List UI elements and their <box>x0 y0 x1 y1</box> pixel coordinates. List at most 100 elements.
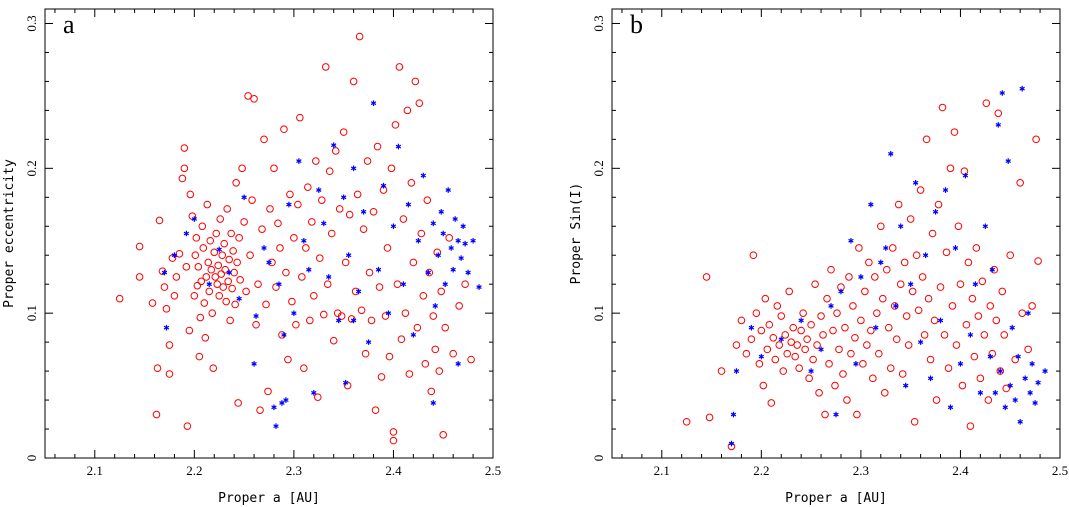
data-point-circle <box>761 294 770 303</box>
y-axis-title: Proper eccentricity <box>2 159 17 308</box>
data-point-circle <box>990 265 999 274</box>
data-point-circle <box>284 355 292 364</box>
data-point-circle <box>385 352 394 361</box>
data-point-circle <box>233 258 241 267</box>
data-point-circle <box>859 360 867 368</box>
x-tick-label: 2.2 <box>753 463 769 478</box>
data-point-circle <box>853 410 861 419</box>
panel-label: b <box>630 10 643 39</box>
series-circle <box>682 99 1042 451</box>
data-point-circle <box>849 302 857 310</box>
data-point-asterisk <box>316 187 322 193</box>
data-point-circle <box>214 261 223 270</box>
data-point-circle <box>1034 257 1042 265</box>
data-point-circle <box>880 389 889 397</box>
data-point-asterisk <box>1012 397 1018 403</box>
data-point-asterisk <box>1042 368 1048 374</box>
data-point-circle <box>841 323 849 332</box>
data-point-circle <box>411 77 420 86</box>
data-point-circle <box>425 268 434 277</box>
data-point-circle <box>924 294 933 303</box>
data-point-circle <box>165 370 174 378</box>
data-point-circle <box>1000 331 1009 339</box>
data-point-asterisk <box>291 310 297 316</box>
data-point-circle <box>148 299 157 307</box>
data-point-circle <box>737 316 746 325</box>
data-point-asterisk <box>947 404 954 411</box>
data-point-asterisk <box>833 411 839 418</box>
data-point-circle <box>327 229 336 238</box>
data-point-circle <box>906 215 915 223</box>
data-point-circle <box>153 364 162 373</box>
data-point-circle <box>381 312 390 320</box>
data-point-circle <box>998 287 1007 296</box>
data-point-asterisk <box>989 266 996 273</box>
y-tick-label: 0.1 <box>591 305 606 321</box>
data-point-circle <box>705 413 714 422</box>
data-point-circle <box>815 389 823 397</box>
data-point-circle <box>871 273 879 281</box>
data-point-circle <box>183 422 192 430</box>
data-point-asterisk <box>997 368 1003 374</box>
data-point-circle <box>956 280 965 288</box>
data-point-asterisk <box>226 269 232 276</box>
data-point-circle <box>188 212 197 220</box>
data-point-circle <box>213 280 222 288</box>
data-point-circle <box>206 236 215 245</box>
data-point-circle <box>115 294 124 303</box>
data-point-circle <box>357 306 366 315</box>
data-point-circle <box>373 142 382 151</box>
data-point-circle <box>278 331 286 339</box>
data-point-asterisk <box>191 216 198 222</box>
data-point-asterisk <box>370 100 377 106</box>
data-point-circle <box>258 225 266 233</box>
data-point-asterisk <box>853 361 859 367</box>
data-point-circle <box>781 331 790 339</box>
data-point-circle <box>202 273 211 281</box>
data-point-circle <box>240 218 248 226</box>
data-point-circle <box>445 234 453 242</box>
data-point-circle <box>365 268 374 277</box>
data-point-circle <box>829 326 837 335</box>
data-point-circle <box>821 410 829 419</box>
data-point-circle <box>321 63 330 71</box>
data-point-circle <box>918 273 927 281</box>
data-point-asterisk <box>330 142 337 148</box>
data-point-circle <box>260 135 268 144</box>
data-point-circle <box>407 179 416 187</box>
data-point-circle <box>757 326 766 335</box>
data-point-asterisk <box>455 361 461 367</box>
data-point-asterisk <box>279 400 285 406</box>
data-point-circle <box>248 196 256 204</box>
data-point-circle <box>926 355 935 364</box>
data-point-circle <box>845 273 853 281</box>
data-point-circle <box>217 270 226 278</box>
data-point-asterisk <box>957 361 964 367</box>
data-point-asterisk <box>778 336 784 343</box>
data-point-circle <box>437 287 446 296</box>
data-point-circle <box>337 312 346 320</box>
data-point-circle <box>763 345 772 354</box>
data-point-circle <box>215 291 224 300</box>
data-point-asterisk <box>1022 375 1028 382</box>
data-point-circle <box>877 222 885 231</box>
data-point-circle <box>236 276 244 284</box>
data-point-circle <box>325 167 334 176</box>
series-circle <box>115 32 475 445</box>
data-point-circle <box>152 410 161 419</box>
data-point-circle <box>439 431 448 439</box>
data-point-circle <box>405 370 414 378</box>
data-point-asterisk <box>999 90 1005 96</box>
panel-label: a <box>63 10 75 39</box>
data-point-circle <box>306 316 314 325</box>
data-point-asterisk <box>922 252 929 259</box>
data-point-circle <box>162 305 171 313</box>
data-point-circle <box>908 287 917 296</box>
data-point-asterisk <box>1005 158 1011 164</box>
data-point-circle <box>922 135 931 144</box>
data-point-circle <box>339 128 348 136</box>
data-point-circle <box>323 280 332 288</box>
data-point-circle <box>345 210 354 219</box>
data-point-asterisk <box>977 390 984 396</box>
